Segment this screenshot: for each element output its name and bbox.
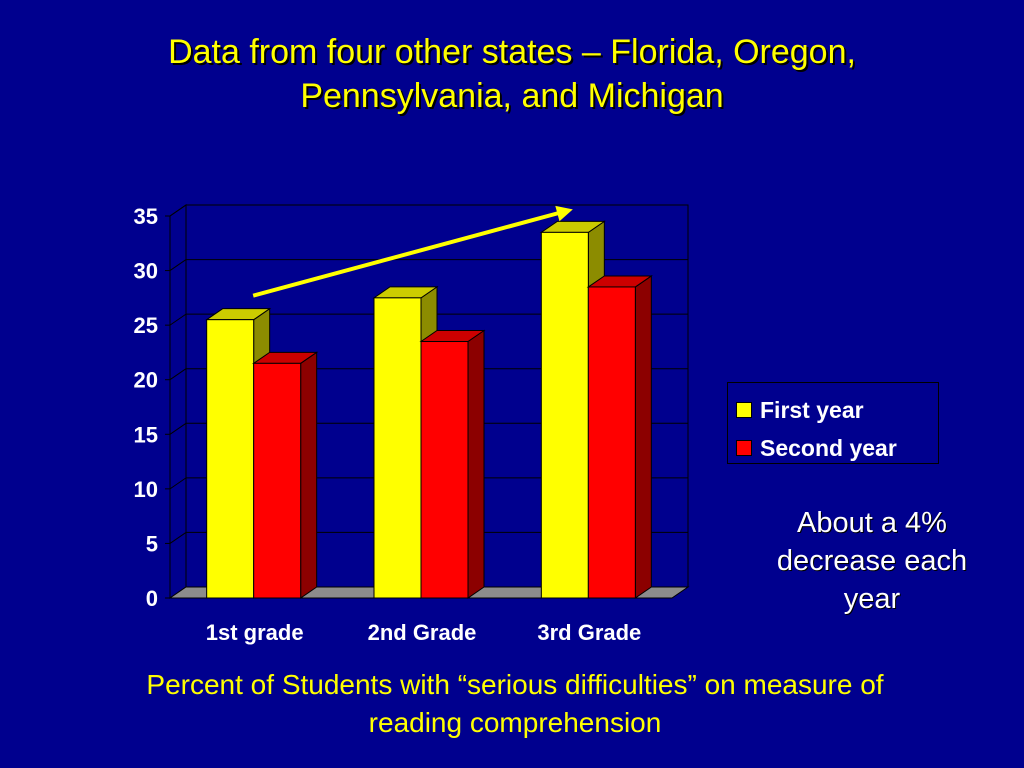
bar-second-year-2 [420,341,469,599]
gridline-side [169,477,187,490]
bar-second-year-1 [253,362,302,599]
y-tick-label: 35 [134,204,158,229]
bar-second-year-3 [587,286,636,599]
gridline-side [169,532,187,544]
legend-swatch-second-year [736,440,752,456]
y-tick-label: 25 [134,313,158,338]
annotation-line-1: About a 4% [797,507,947,539]
y-tick-label: 10 [134,477,158,502]
bar-side [467,329,485,599]
bar-first-year-2 [373,297,422,599]
annotation-line-3: year [843,583,901,615]
page-title: Data from four other states – Florida, O… [40,30,984,118]
legend-swatch-first-year [736,402,752,418]
y-tick-label: 20 [134,368,158,393]
y-tick-label: 5 [146,531,158,556]
gridline-side [169,313,187,326]
x-tick-label: 1st grade [206,620,304,645]
chart-legend: First year Second year [727,382,939,464]
x-tick-label: 2nd Grade [368,620,477,645]
legend-label-first-year: First year [760,396,864,423]
legend-item-second-year: Second year [736,429,938,467]
caption-line-2: reading comprehension [368,707,662,738]
chart-side-wall [169,204,187,599]
gridline-side [169,422,187,435]
bar-first-year-3 [540,231,589,599]
bar-first-year-1 [206,319,255,599]
legend-label-second-year: Second year [760,434,897,461]
gridline-side [169,259,187,271]
legend-item-first-year: First year [736,391,938,429]
trend-arrow-head [555,205,573,222]
y-tick-label: 15 [134,422,158,447]
y-tick-label: 30 [134,259,158,284]
chart-caption: Percent of Students with “serious diffic… [40,666,990,742]
gridline-side [169,368,187,381]
trend-arrow-line [252,209,566,298]
bar-side [300,351,318,599]
annotation-text: About a 4% decrease each year [736,504,1008,618]
bar-side [634,274,652,599]
y-tick-label: 0 [146,586,158,611]
title-line-1: Data from four other states – Florida, O… [168,33,856,71]
annotation-line-2: decrease each [776,545,968,577]
caption-line-1: Percent of Students with “serious diffic… [146,669,884,700]
x-tick-label: 3rd Grade [537,620,641,645]
gridline-side [169,204,187,217]
title-line-2: Pennsylvania, and Michigan [300,77,724,115]
